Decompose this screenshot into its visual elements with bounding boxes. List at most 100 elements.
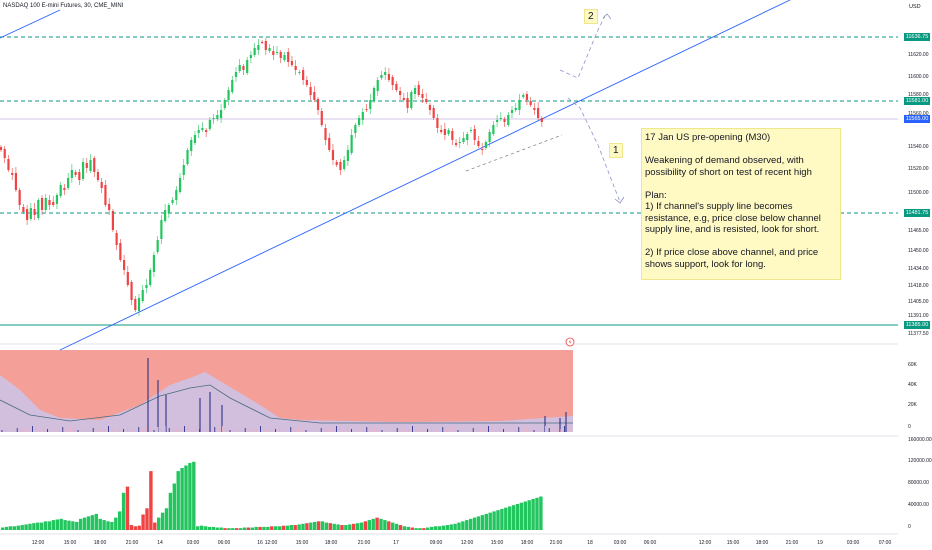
time-tick: 12:00 (32, 540, 45, 546)
volume-bar (160, 512, 165, 530)
candle-body (466, 134, 469, 140)
volume-bar (383, 520, 387, 530)
candle-body (52, 202, 55, 205)
volume-bar (219, 527, 223, 530)
candle-body (126, 272, 129, 285)
scenario-label-1[interactable]: 1 (609, 143, 623, 158)
note-plan-2: 2) If price close above channel, and pri… (645, 247, 819, 270)
indicator-tick: 40K (908, 382, 918, 388)
candle-body (78, 172, 81, 180)
volume-series[interactable] (1, 461, 543, 530)
indicator-tick: 20K (908, 402, 918, 408)
indicator-line (0, 384, 573, 424)
candlestick-series[interactable] (0, 38, 543, 316)
scenario-arrow-down[interactable] (567, 97, 621, 203)
volume-bar (492, 511, 496, 530)
time-tick: 18:00 (325, 540, 338, 546)
volume-bar (71, 521, 75, 530)
volume-bar (4, 526, 9, 530)
volume-bar (176, 471, 180, 530)
volume-bar (488, 512, 492, 530)
candle-body (190, 140, 193, 151)
volume-bar (511, 505, 516, 530)
volume-tick: 160000.00 (908, 437, 932, 443)
candle-body (406, 98, 409, 108)
candle-body (507, 115, 510, 125)
volume-tick: 120000.00 (908, 458, 932, 464)
time-tick: 18:00 (94, 540, 107, 546)
volume-bar (250, 527, 254, 530)
volume-bar (168, 492, 173, 530)
candle-body (268, 48, 271, 51)
candle-body (22, 207, 25, 212)
volume-bar (472, 517, 477, 530)
candle-body (182, 165, 185, 175)
volume-bar (437, 526, 442, 530)
candle-body (175, 190, 178, 200)
candle-body (305, 80, 308, 85)
volume-bar (453, 523, 457, 530)
candle-body (365, 109, 368, 110)
lightning-icon[interactable] (565, 337, 575, 347)
analysis-note[interactable]: 17 Jan US pre-opening (M30) Weakening of… (641, 128, 841, 280)
time-tick: 16 (257, 540, 263, 546)
candle-body (484, 142, 487, 148)
candle-body (167, 205, 170, 213)
price-tick: 11377.50 (908, 331, 929, 337)
volume-bar (445, 525, 449, 530)
scenario-arrow-up[interactable] (559, 13, 607, 79)
volume-bar (145, 508, 149, 530)
volume-bar (281, 525, 286, 530)
candle-body (186, 150, 189, 164)
candle-body (458, 142, 461, 143)
candle-body (29, 208, 32, 219)
scenario-label-2[interactable]: 2 (584, 9, 598, 24)
candle-body (141, 290, 144, 301)
candle-body (164, 210, 167, 221)
price-badge: 11636.75 (904, 33, 930, 41)
candle-body (522, 95, 525, 97)
candle-body (227, 90, 230, 100)
price-badge: 11481.75 (904, 209, 930, 217)
volume-bar (24, 524, 28, 530)
candle-body (216, 115, 219, 119)
candle-body (134, 299, 137, 310)
candle-body (313, 92, 316, 100)
candle-body (219, 110, 223, 118)
volume-bar (480, 515, 485, 530)
time-tick: 06:00 (644, 540, 657, 546)
trendline-dashed[interactable] (465, 134, 563, 172)
candle-body (537, 108, 540, 118)
volume-bar (231, 528, 235, 530)
channel-line-lower[interactable] (59, 0, 791, 351)
volume-bar (75, 521, 79, 530)
volume-bar (63, 520, 67, 530)
candle-body (287, 52, 290, 62)
candle-body (503, 119, 506, 122)
time-tick: 21:00 (786, 540, 799, 546)
candle-body (320, 111, 323, 125)
candle-body (26, 209, 29, 220)
price-axis-bg[interactable] (898, 0, 932, 550)
volume-bar (141, 514, 145, 530)
volume-bar (433, 526, 438, 530)
volume-bar (43, 521, 48, 530)
price-tick: 11418.00 (908, 283, 929, 289)
volume-bar (391, 522, 395, 530)
volume-bar (398, 525, 403, 530)
candle-body (335, 162, 338, 165)
time-tick: 21:00 (550, 540, 563, 546)
volume-bar (394, 523, 399, 530)
volume-tick: 80000.00 (908, 480, 929, 486)
candle-body (346, 150, 349, 161)
candle-body (481, 149, 484, 150)
price-tick: 11600.00 (908, 74, 929, 80)
candle-body (331, 150, 335, 160)
candle-body (339, 162, 342, 170)
candle-body (48, 200, 51, 205)
candle-body (85, 163, 88, 168)
channel-line-upper[interactable] (0, 9, 61, 39)
candle-body (0, 147, 3, 150)
candle-body (324, 128, 327, 140)
